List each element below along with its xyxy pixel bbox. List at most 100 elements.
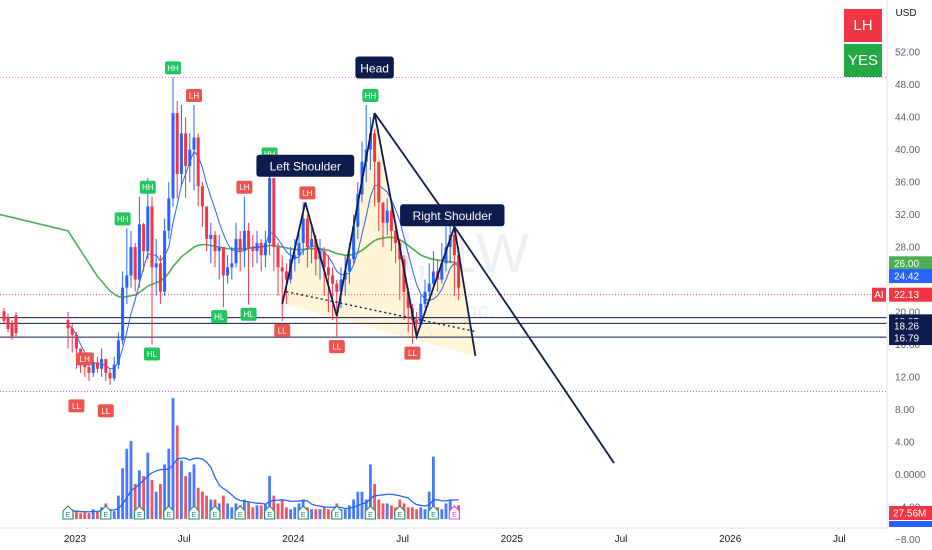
candle xyxy=(268,163,272,256)
earnings-marker-label: E xyxy=(431,512,436,519)
candle-body xyxy=(175,113,179,174)
time-axis[interactable]: 2023 Jul 2024 Jul 2025 Jul 2026 Jul xyxy=(0,527,887,545)
annotation-2[interactable]: Right Shoulder xyxy=(400,204,505,227)
pivot-tag-label: LH xyxy=(80,355,90,364)
volume-bar xyxy=(121,468,124,519)
annotation-1[interactable]: Head xyxy=(355,56,394,79)
currency-label[interactable]: USD xyxy=(895,8,917,19)
earnings-marker[interactable]: E xyxy=(264,505,276,520)
pivot-tag-hl: HL xyxy=(144,347,160,361)
price-label: 16.79 xyxy=(889,331,932,346)
time-tick-label: Jul xyxy=(396,534,409,545)
price-axis[interactable]: 52.0048.0044.0040.0036.0032.0028.0024.00… xyxy=(872,0,932,546)
price-label-prefix-bg xyxy=(872,287,886,302)
volume-bar xyxy=(440,509,444,519)
price-label-value: 16.79 xyxy=(894,334,919,345)
candle-body xyxy=(415,320,419,325)
candle xyxy=(251,234,255,268)
candle-body xyxy=(108,372,112,379)
candle-body xyxy=(158,263,162,292)
candle-body xyxy=(146,206,150,252)
candle-body xyxy=(381,202,385,223)
pivot-tag-bg xyxy=(236,180,253,194)
candle xyxy=(427,263,431,296)
earnings-marker[interactable]: E xyxy=(297,505,309,520)
candle-body xyxy=(150,206,154,268)
candle-body xyxy=(314,238,318,260)
earnings-marker[interactable]: E xyxy=(163,505,175,520)
earnings-marker[interactable]: E xyxy=(427,505,439,520)
annotation-0[interactable]: Left Shoulder xyxy=(256,154,355,177)
volume-bar xyxy=(406,507,410,519)
candle xyxy=(389,206,393,252)
candle xyxy=(154,238,158,296)
candle xyxy=(142,222,146,272)
candle-body xyxy=(452,234,456,256)
candle-body xyxy=(238,238,242,252)
earnings-marker-label: E xyxy=(452,512,457,519)
candle-body xyxy=(301,218,305,243)
candle xyxy=(226,255,230,284)
candle-body xyxy=(272,178,276,248)
price-label-value: 24.42 xyxy=(894,272,919,283)
candle-body xyxy=(255,243,259,252)
candle-body xyxy=(87,367,91,373)
candle-body xyxy=(297,243,301,256)
lead-candle-body xyxy=(2,311,6,321)
earnings-marker[interactable]: E xyxy=(448,505,460,520)
candle-body xyxy=(335,283,339,292)
neckline-line xyxy=(286,291,476,333)
volume-bar xyxy=(125,448,129,519)
price-tick-label: 4.00 xyxy=(895,437,915,448)
earnings-marker[interactable]: E xyxy=(188,505,200,520)
candle xyxy=(272,178,276,272)
volume-bar xyxy=(154,491,158,519)
earnings-marker[interactable]: E xyxy=(209,505,221,520)
candle xyxy=(377,161,381,231)
price-label: AI 22.13 xyxy=(872,287,932,302)
candle xyxy=(116,332,120,369)
volume-bar xyxy=(364,499,368,519)
price-tick-label: 12.00 xyxy=(895,372,920,383)
candle-body xyxy=(221,247,225,276)
time-tick-label: 2026 xyxy=(719,534,742,545)
pivot-tag-bg xyxy=(76,352,93,366)
candle-body xyxy=(427,283,431,292)
candle xyxy=(129,230,133,288)
earnings-marker-label: E xyxy=(103,512,108,519)
earnings-marker-label: E xyxy=(397,512,402,519)
earnings-marker[interactable]: E xyxy=(234,505,246,520)
volume-bar xyxy=(259,505,263,519)
volume-bar xyxy=(243,499,246,519)
earnings-marker[interactable]: E xyxy=(331,505,343,520)
volume-bars xyxy=(66,398,460,519)
candle xyxy=(259,238,263,272)
volume-bar xyxy=(142,476,145,519)
candle xyxy=(339,267,343,308)
earnings-marker[interactable]: E xyxy=(100,505,112,520)
price-tick-label: 44.00 xyxy=(895,113,920,124)
pivot-tag-bg xyxy=(404,346,421,360)
earnings-marker-label: E xyxy=(166,512,171,519)
pivot-tag-hh: HH xyxy=(362,89,379,102)
earnings-marker[interactable]: E xyxy=(394,505,406,520)
earnings-marker[interactable]: E xyxy=(364,505,376,520)
candle xyxy=(230,247,234,280)
candle xyxy=(95,356,99,373)
volume-bar xyxy=(369,464,372,519)
volume-bar xyxy=(226,503,229,519)
candle-body xyxy=(112,364,116,379)
earnings-marker-shape xyxy=(62,505,74,520)
candle-body xyxy=(205,206,209,239)
price-tick-label: 32.00 xyxy=(895,210,920,221)
earnings-marker[interactable]: E xyxy=(62,505,74,520)
earnings-marker[interactable]: E xyxy=(133,505,145,520)
candle-body xyxy=(121,287,125,341)
volume-bar xyxy=(96,511,99,519)
pivot-tag-bg xyxy=(211,310,228,324)
candle-body xyxy=(444,247,448,264)
annotation-label: Right Shoulder xyxy=(413,209,492,223)
candle xyxy=(280,255,284,321)
price-tick-label: 52.00 xyxy=(895,48,920,59)
